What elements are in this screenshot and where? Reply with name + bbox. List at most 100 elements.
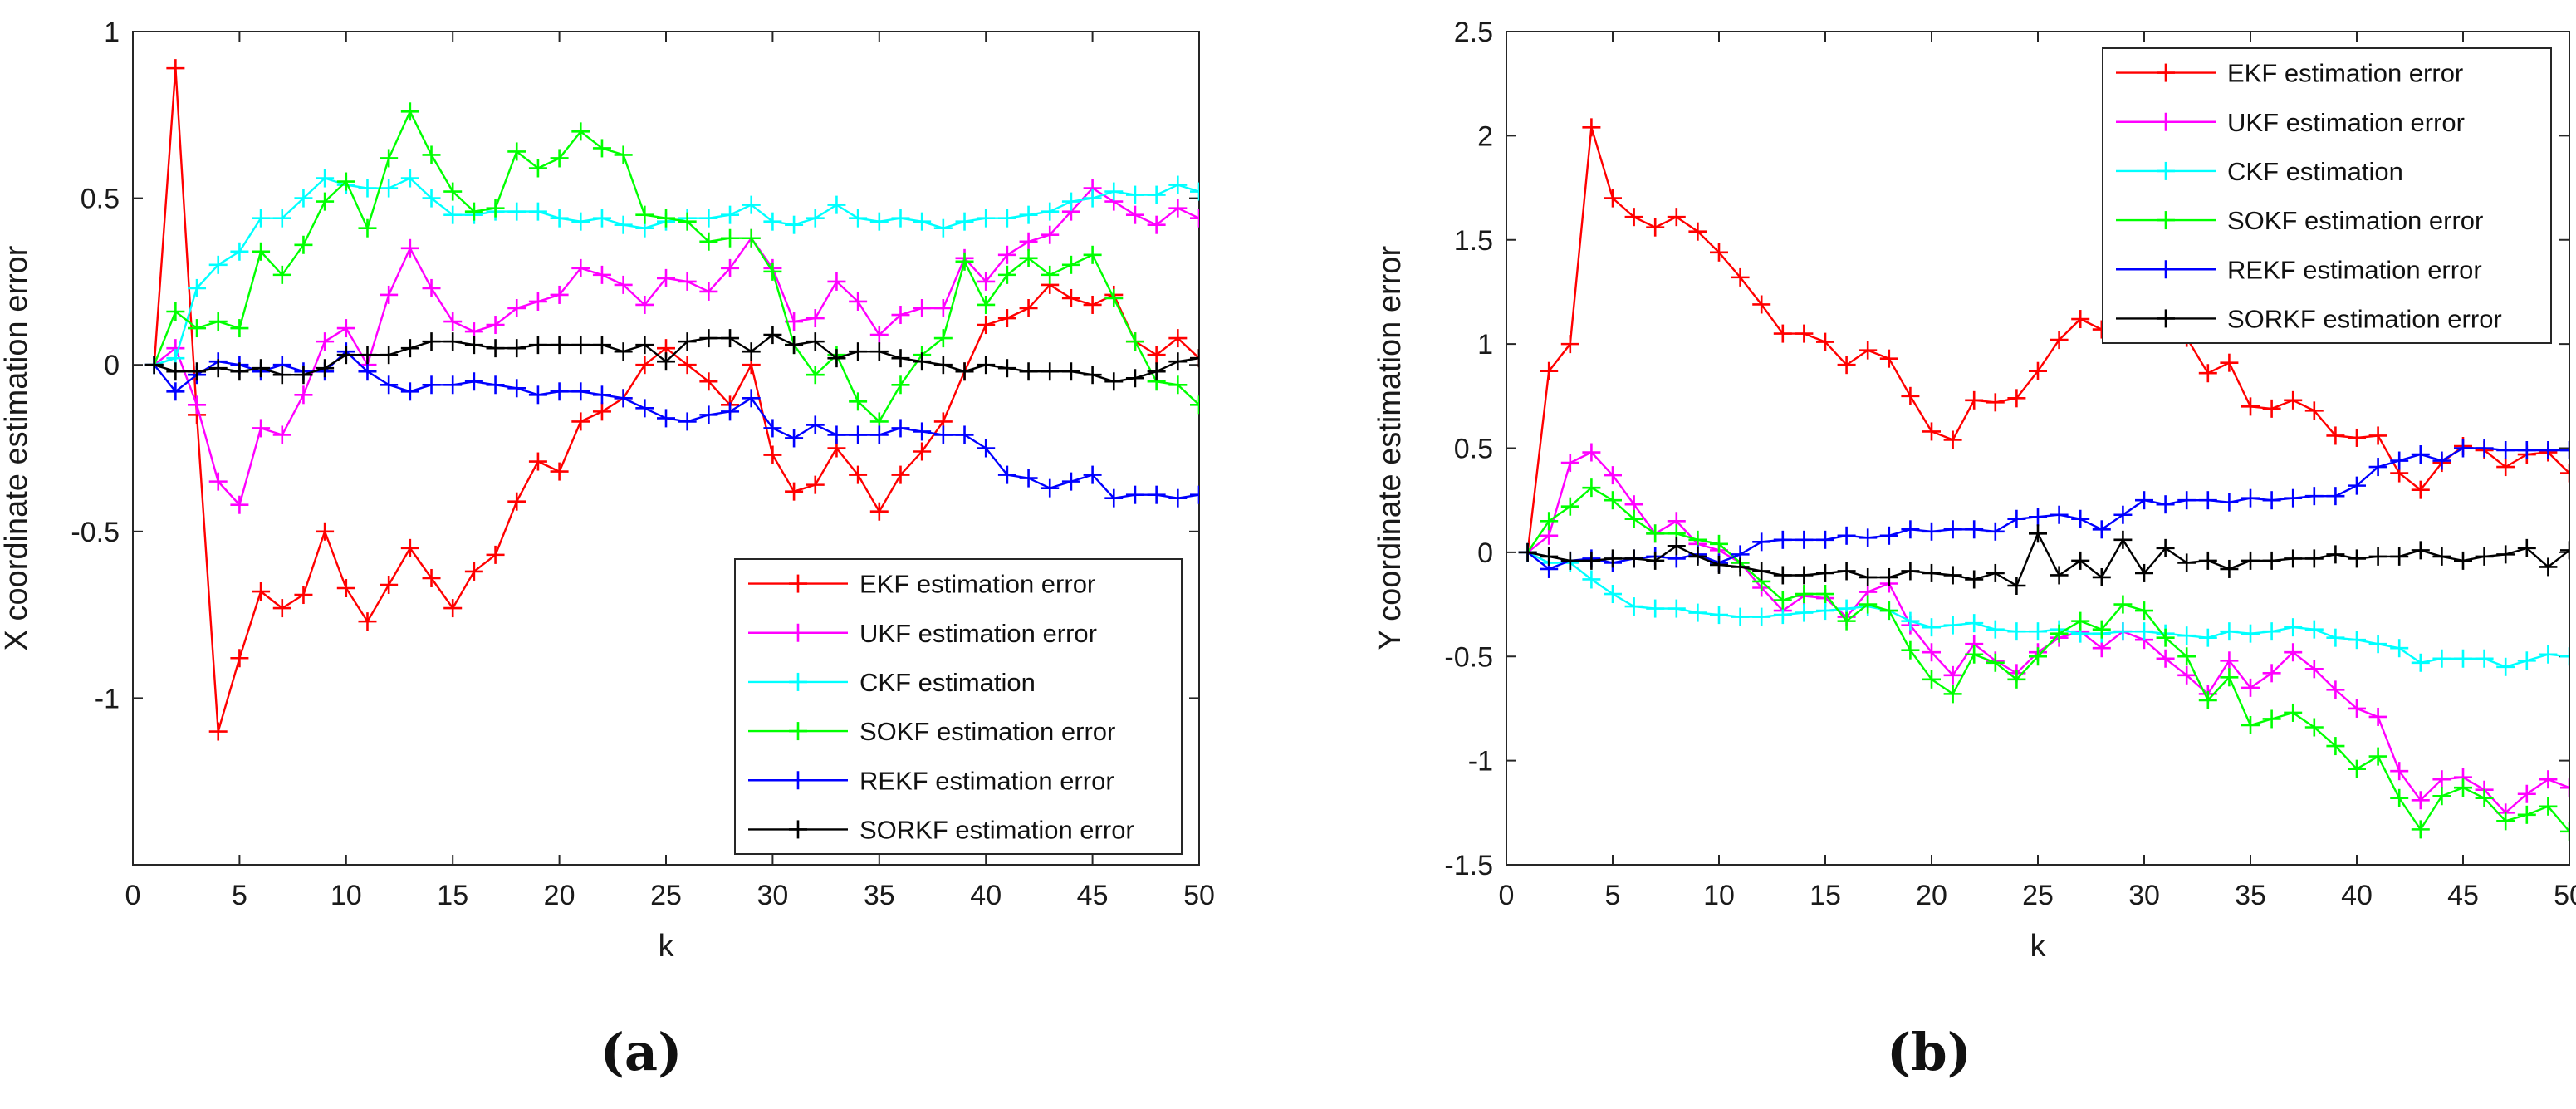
chart-a-series-sorkf-estimation-error-point [891,349,910,368]
chart-b-legend-entry-sokf-estimation-error-label: SOKF estimation error [2227,206,2483,235]
chart-b-series-ekf-estimation-error-point [1688,222,1707,241]
chart-b-y-axis-label: Y coordinate estimation error [1373,246,1408,651]
chart-a-series-rekf-estimation-error-point [592,385,611,405]
chart-b-y-tick-label: 2.5 [1454,17,1493,48]
chart-a-series-sokf-estimation-error-point [657,209,675,228]
chart-b-y-tick-label: 0.5 [1454,434,1493,465]
chart-a-series-ckf-estimation-point [1125,185,1144,204]
chart-b-series-sorkf-estimation-error-point [1986,563,2005,582]
chart-b-series-sokf-estimation-error-point [1986,653,2005,672]
chart-a-series-ukf-estimation-error-point [721,258,740,277]
chart-b-series-rekf-estimation-error-point [2368,458,2387,477]
chart-a-series-ukf-estimation-error-point [891,306,910,325]
chart-a-series-rekf-estimation-error-point [1190,485,1199,504]
chart-b-series-sorkf-estimation-error-point [2432,547,2451,566]
chart-a-series-ckf-estimation-point [443,205,463,224]
chart-a-series-ukf-estimation-error-point [933,298,953,317]
chart-a-series-sorkf-estimation-error-point [635,336,654,355]
chart-a-legend-entry-ekf-estimation-error: EKF estimation error [748,570,1095,599]
chart-b-series-rekf-estimation-error-point [1965,520,1984,539]
chart-b-series-sorkf-estimation-error-point [1560,551,1579,570]
chart-a-series-ekf-estimation-error-point [252,582,271,601]
chart-b-series-sokf-estimation-error-point [1879,601,1898,621]
chart-a-series-ukf-estimation-error-line [153,187,1199,508]
chart-a-series-rekf-estimation-error-point [1061,472,1080,491]
chart-a-series-sorkf-estimation-error-point [486,339,505,358]
chart-a-series-ukf-estimation-error-point [1019,232,1038,251]
chart-b-series-rekf-estimation-error-point [2007,509,2026,528]
chart-b-legend: EKF estimation error UKF estimation error… [2102,47,2552,344]
chart-a-series-ckf-estimation-point [933,218,953,238]
chart-a-series-sorkf-estimation-error-point [1061,362,1080,381]
chart-a-series-sokf-estimation-error-point [486,199,505,218]
chart-a-x-tick-label: 25 [650,880,682,911]
chart-b-series-sorkf-estimation-error-point [2092,567,2111,586]
chart-a-series-rekf-estimation-error-point [1168,488,1188,508]
chart-b-series-ekf-estimation-error-point [1710,243,1728,262]
chart-b-series-ukf-estimation-error-point [2326,680,2345,699]
chart-a-series-ckf-estimation-point [380,179,399,198]
chart-a-series-rekf-estimation-error-point [614,389,633,408]
chart-a-series-sokf-estimation-error-point [742,228,761,248]
chart-b-series-rekf-estimation-error-point [1859,528,1878,547]
chart-b-series-ckf-estimation-point [2560,647,2569,666]
chart-a-series-sorkf-estimation-error-point [785,336,804,355]
chart-b-series-ekf-estimation-error-point [1646,218,1665,237]
chart-a-series-ckf-estimation-point [699,209,718,228]
chart-a-series-ukf-estimation-error-point [571,258,590,277]
chart-b-series-ckf-estimation-point [1646,599,1665,618]
chart-a-legend-entry-ckf-estimation-label: CKF estimation [859,668,1036,697]
chart-b-series-ckf-estimation-point [2517,651,2536,670]
chart-b-y-tick-label: 0 [1477,537,1493,569]
chart-b-series-sokf-estimation-error-point [2092,620,2111,639]
chart-b-series-ckf-estimation-point [2432,649,2451,668]
chart-b-svg: 0 5 10 15 20 25 30 35 40 45 50 2.5 2 1.5 1 0.5 0 -0.5 -1 -1… [1373,17,2576,964]
chart-b-series-sorkf-estimation-error-point [2368,547,2387,566]
chart-b-series-ekf-estimation-error-point [1816,332,1834,351]
chart-a-legend-box [734,558,1183,855]
chart-a-legend-entry-sokf-estimation-error-label: SOKF estimation error [859,717,1115,746]
chart-a-series-rekf-estimation-error-point [763,419,782,438]
chart-b-x-tick-label: 35 [2235,880,2266,911]
chart-a-series-rekf-estimation-error-point [827,425,846,444]
chart-b-series-ckf-estimation-point [2326,628,2345,647]
chart-b-series-sorkf-estimation-error-point [1752,562,1771,581]
chart-b-series-rekf-estimation-error-point [2304,487,2324,506]
chart-a-series-sorkf-estimation-error-point [933,356,953,375]
chart-b-series-ekf-estimation-error-point [1624,208,1643,227]
chart-b-series-rekf-estimation-error-point [2241,488,2260,508]
chart-b-series-ekf-estimation-error-point [2496,458,2515,477]
chart-a-series-sorkf-estimation-error-point [1083,366,1102,385]
chart-b-y-tick-label: -1.5 [1444,850,1493,881]
chart-a-series-rekf-estimation-error-point [933,425,953,444]
chart-b-series-ukf-estimation-error-point [2390,762,2409,781]
chart-b-x-tick-label: 15 [1810,880,1841,911]
chart-b-series-sorkf-estimation-error-point [1879,567,1898,586]
chart-a-series-ekf-estimation-error-line [153,68,1199,732]
chart-a-series-sokf-estimation-error-point [721,228,740,248]
chart-b-series-ckf-estimation-point [2411,653,2430,672]
chart-a-series-ckf-estimation-point [1168,175,1188,194]
chart-b-series-sorkf-estimation-error-point [1540,547,1559,566]
chart-a-series-ekf-estimation-error-point [763,445,782,464]
chart-a-series-ukf-estimation-error-point [294,385,313,405]
chart-b-legend-box [2102,47,2552,344]
chart-b-series-sokf-estimation-error-point [2220,668,2239,687]
chart-b-series-sorkf-estimation-error-point [2517,538,2536,557]
chart-a-series-sorkf-estimation-error-point [252,359,271,378]
chart-a-series-ekf-estimation-error-point [699,372,718,391]
chart-a-series-sokf-estimation-error-point [1041,265,1060,284]
chart-a-legend-entry-ukf-estimation-error: UKF estimation error [748,619,1097,648]
chart-a-series-ukf-estimation-error-point [678,272,697,291]
chart-a-series-ckf-estimation-point [806,209,825,228]
chart-a-series-rekf-estimation-error-point [806,415,825,434]
chart-b-series-rekf-estimation-error-point [2411,445,2430,464]
chart-a-series-ekf-estimation-error-point [1061,288,1080,307]
chart-b-series-rekf-estimation-error-point [1752,532,1771,552]
chart-b-y-tick-label: -1 [1468,746,1493,778]
chart-a-x-tick-label: 15 [437,880,468,911]
chart-b-x-tick-label: 45 [2447,880,2479,911]
chart-a-series-ckf-estimation-point [571,212,590,231]
chart-a-series-ukf-estimation-error-point [380,285,399,304]
chart-b-series-ekf-estimation-error-point [1901,386,1920,405]
